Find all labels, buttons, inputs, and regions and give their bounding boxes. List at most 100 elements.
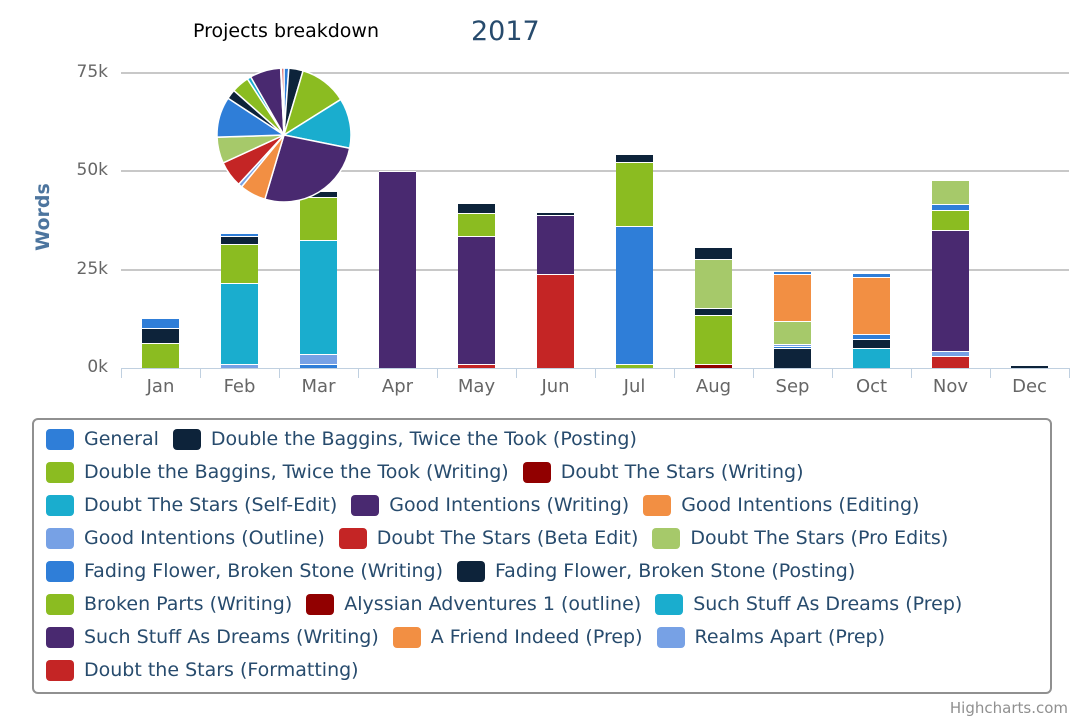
bar-segment[interactable] xyxy=(458,202,495,213)
legend-item[interactable]: Doubt The Stars (Pro Edits) xyxy=(652,527,948,549)
bar-segment[interactable] xyxy=(300,240,337,355)
legend-swatch-icon xyxy=(46,527,74,549)
bar-jan[interactable] xyxy=(142,318,179,368)
legend-label: Doubt The Stars (Beta Edit) xyxy=(376,527,639,549)
legend-swatch-icon xyxy=(46,428,74,450)
bar-aug[interactable] xyxy=(695,247,732,368)
bar-mar[interactable] xyxy=(300,191,337,368)
legend-item[interactable]: Good Intentions (Outline) xyxy=(46,527,325,549)
bar-segment[interactable] xyxy=(853,272,890,277)
bar-segment[interactable] xyxy=(695,314,732,365)
bar-dec[interactable] xyxy=(1011,365,1048,368)
bar-segment[interactable] xyxy=(300,196,337,241)
bar-nov[interactable] xyxy=(932,180,969,368)
x-tick-mark xyxy=(990,368,991,378)
bar-feb[interactable] xyxy=(221,233,258,368)
bar-segment[interactable] xyxy=(300,364,337,368)
legend-swatch-icon xyxy=(655,593,684,615)
y-tick-label: 25k xyxy=(76,258,108,279)
bar-segment[interactable] xyxy=(932,356,969,368)
bar-segment[interactable] xyxy=(221,233,258,237)
bar-segment[interactable] xyxy=(774,270,811,274)
bar-segment[interactable] xyxy=(932,229,969,352)
bar-segment[interactable] xyxy=(695,308,732,315)
bar-segment[interactable] xyxy=(853,338,890,349)
legend-item[interactable]: Realms Apart (Prep) xyxy=(656,626,885,648)
credits-link[interactable]: Highcharts.com xyxy=(949,699,1068,717)
legend-item[interactable]: Alyssian Adventures 1 (outline) xyxy=(306,593,641,615)
x-tick-mark xyxy=(200,368,201,378)
bar-segment[interactable] xyxy=(537,211,574,215)
bar-segment[interactable] xyxy=(221,364,258,368)
bar-segment[interactable] xyxy=(774,346,811,349)
legend-label: Alyssian Adventures 1 (outline) xyxy=(344,593,642,615)
x-tick-label: Oct xyxy=(855,376,888,397)
legend-item[interactable]: Double the Baggins, Twice the Took (Writ… xyxy=(46,461,509,483)
bar-may[interactable] xyxy=(458,202,495,368)
bar-segment[interactable] xyxy=(853,348,890,368)
pie-slice[interactable] xyxy=(280,67,285,136)
bar-segment[interactable] xyxy=(853,276,890,334)
bar-segment[interactable] xyxy=(853,333,890,339)
legend-item[interactable]: Fading Flower, Broken Stone (Writing) xyxy=(46,560,443,582)
bar-segment[interactable] xyxy=(932,204,969,210)
legend-item[interactable]: Doubt The Stars (Self-Edit) xyxy=(46,494,337,516)
bar-segment[interactable] xyxy=(537,214,574,274)
legend-item[interactable]: Double the Baggins, Twice the Took (Post… xyxy=(172,428,637,450)
legend-item[interactable]: Doubt the Stars (Formatting) xyxy=(46,659,359,681)
x-tick-label: Sep xyxy=(775,376,810,397)
legend-row: Fading Flower, Broken Stone (Writing) Fad… xyxy=(46,560,869,582)
bar-segment[interactable] xyxy=(774,320,811,345)
bar-segment[interactable] xyxy=(458,364,495,368)
bar-segment[interactable] xyxy=(616,226,653,365)
bar-segment[interactable] xyxy=(458,236,495,365)
x-tick-mark xyxy=(753,368,754,378)
bar-jul[interactable] xyxy=(616,153,653,368)
bar-segment[interactable] xyxy=(932,209,969,230)
bar-oct[interactable] xyxy=(853,272,890,368)
bar-sep[interactable] xyxy=(774,270,811,368)
bar-segment[interactable] xyxy=(932,351,969,357)
bar-segment[interactable] xyxy=(774,348,811,368)
pie-slice[interactable] xyxy=(263,134,351,203)
x-tick-label: Jul xyxy=(623,376,646,397)
bar-segment[interactable] xyxy=(142,327,179,344)
bar-segment[interactable] xyxy=(695,247,732,260)
legend-item[interactable]: A Friend Indeed (Prep) xyxy=(392,626,643,648)
legend-item[interactable]: Such Stuff As Dreams (Writing) xyxy=(46,626,379,648)
legend-label: Double the Baggins, Twice the Took (Post… xyxy=(210,428,637,450)
bar-segment[interactable] xyxy=(932,180,969,204)
bar-segment[interactable] xyxy=(616,153,653,162)
bar-apr[interactable] xyxy=(379,171,416,368)
legend-item[interactable]: Fading Flower, Broken Stone (Posting) xyxy=(457,560,855,582)
legend-swatch-icon xyxy=(457,560,485,582)
legend-item[interactable]: Doubt The Stars (Beta Edit) xyxy=(338,527,639,549)
bar-segment[interactable] xyxy=(300,354,337,365)
bar-segment[interactable] xyxy=(695,364,732,368)
bar-segment[interactable] xyxy=(142,343,179,368)
bar-segment[interactable] xyxy=(774,273,811,321)
bar-segment[interactable] xyxy=(379,171,416,368)
bar-segment[interactable] xyxy=(616,161,653,227)
bar-segment[interactable] xyxy=(142,318,179,328)
projects-breakdown-pie[interactable] xyxy=(216,67,352,203)
bar-segment[interactable] xyxy=(695,259,732,309)
bar-segment[interactable] xyxy=(221,236,258,245)
bar-jun[interactable] xyxy=(537,211,574,368)
bar-segment[interactable] xyxy=(458,212,495,237)
legend-label: Fading Flower, Broken Stone (Writing) xyxy=(84,560,443,582)
legend-item[interactable]: Good Intentions (Editing) xyxy=(643,494,919,516)
legend-item[interactable]: Good Intentions (Writing) xyxy=(351,494,629,516)
bar-segment[interactable] xyxy=(537,273,574,368)
bar-segment[interactable] xyxy=(221,283,258,365)
bar-segment[interactable] xyxy=(774,344,811,347)
legend-item[interactable]: Doubt The Stars (Writing) xyxy=(522,461,804,483)
legend-item[interactable]: General xyxy=(46,428,159,450)
legend-item[interactable]: Such Stuff As Dreams (Prep) xyxy=(655,593,962,615)
legend-item[interactable]: Broken Parts (Writing) xyxy=(46,593,292,615)
bar-segment[interactable] xyxy=(616,364,653,368)
legend-label: A Friend Indeed (Prep) xyxy=(430,626,643,648)
bar-segment[interactable] xyxy=(221,244,258,284)
bar-segment[interactable] xyxy=(1011,365,1048,368)
gridline xyxy=(121,170,1069,173)
